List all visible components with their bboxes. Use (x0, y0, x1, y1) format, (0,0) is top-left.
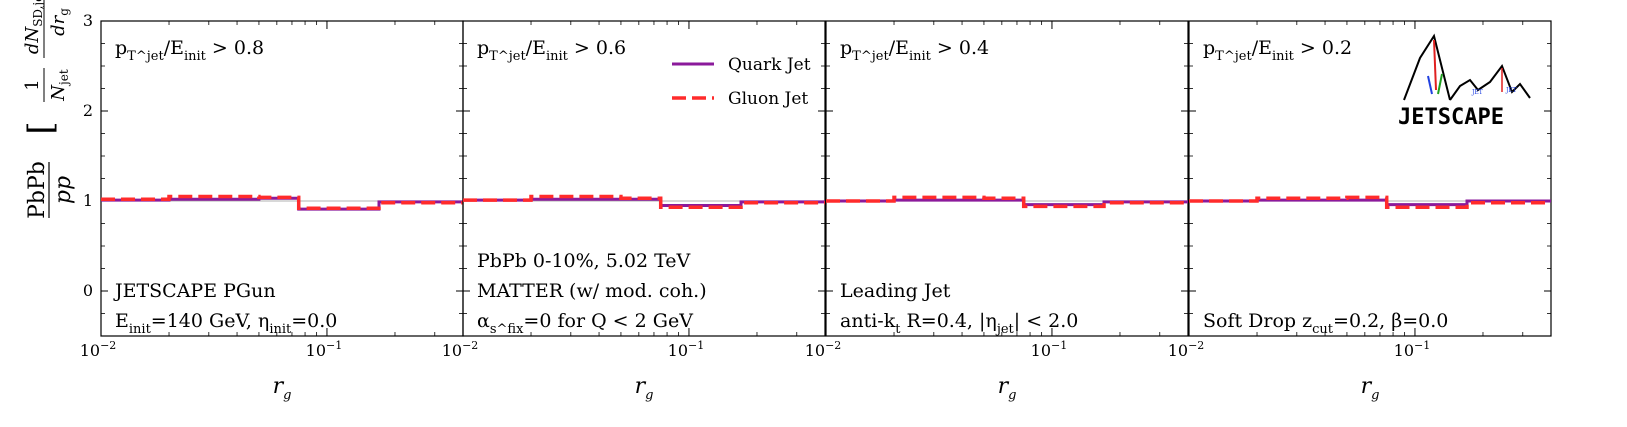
x-tick-label: 10−2 (80, 339, 117, 360)
panel-annotation: Einit=140 GeV, ηinit=0.0 (115, 310, 337, 337)
panel-annotation: Soft Drop zcut=0.2, β=0.0 (1203, 310, 1448, 337)
y-tick-label: 0 (83, 281, 93, 300)
panel-frame (1188, 20, 1552, 337)
x-tick-label: 10−1 (1394, 339, 1431, 360)
panel-annotation: αs^fix=0 for Q < 2 GeV (477, 310, 693, 337)
legend-gluon-label: Gluon Jet (728, 89, 808, 109)
y-axis-label-numerator: PbPb (25, 161, 50, 219)
x-tick-label: 10−1 (668, 339, 705, 360)
svg-text:JET: JET (1505, 87, 1517, 94)
y-axis-label: PbPb pp [ 1 Njet dNSD,jet drg ] (21, 0, 76, 219)
panel-title: pT^jet/Einit > 0.6 (477, 37, 626, 64)
gluon-jet-series (101, 194, 463, 210)
x-tick-label: 10−2 (442, 339, 479, 360)
panel-3: 10−2 10−1 pT^jet/Einit > 0.4 Leading Jet ant… (805, 20, 1189, 403)
panel-title: pT^jet/Einit > 0.2 (1203, 37, 1352, 64)
gluon-jet-series (1189, 195, 1551, 210)
panels-layer: 0 1 2 3 10−2 10−1 pT^jet/Einit > 0.8 JETSCAPE P… (80, 11, 1552, 403)
svg-text:PbPb: PbPb (25, 161, 50, 219)
panel-2: 10−2 10−1 pT^jet/Einit > 0.6 PbPb 0-10%, 5.… (442, 20, 826, 403)
panel-annotation: anti-kt R=0.4, |ηjet| < 2.0 (840, 310, 1078, 337)
gluon-jet-series (826, 195, 1188, 209)
legend: Quark Jet Gluon Jet (672, 55, 811, 109)
x-tick-label: 10−1 (306, 339, 343, 360)
panel-annotation: Leading Jet (840, 280, 951, 302)
panel-1: 0 1 2 3 10−2 10−1 pT^jet/Einit > 0.8 JETSCAPE P… (80, 11, 464, 403)
svg-text:JET: JET (1471, 89, 1483, 96)
panel-annotation: MATTER (w/ mod. coh.) (477, 280, 707, 302)
x-axis-title: rg (273, 374, 292, 403)
gluon-jet-series (463, 194, 825, 210)
legend-quark-label: Quark Jet (728, 55, 811, 75)
svg-text:Njet: Njet (48, 69, 71, 102)
x-axis-title: rg (635, 374, 654, 403)
svg-text:drg: drg (48, 8, 71, 36)
panel-title: pT^jet/Einit > 0.4 (840, 37, 989, 64)
x-tick-label: 10−2 (805, 339, 842, 360)
x-tick-label: 10−1 (1031, 339, 1068, 360)
y-tick-label: 3 (83, 11, 93, 30)
x-tick-label: 10−2 (1168, 339, 1205, 360)
panel-annotation: JETSCAPE PGun (113, 280, 276, 302)
jetscape-logo: JET JET JETSCAPE (1398, 33, 1531, 130)
x-axis-title: rg (1361, 374, 1380, 403)
x-axis-title: rg (998, 374, 1017, 403)
panel-annotation: PbPb 0-10%, 5.02 TeV (477, 250, 691, 272)
svg-text:1: 1 (22, 79, 43, 90)
y-tick-label: 1 (83, 191, 93, 210)
svg-text:[: [ (21, 121, 61, 134)
y-tick-label: 2 (83, 101, 93, 120)
svg-text:pp: pp (51, 176, 76, 204)
panel-title: pT^jet/Einit > 0.8 (115, 37, 264, 64)
logo-text: JETSCAPE (1398, 105, 1504, 130)
svg-text:dNSD,jet: dNSD,jet (22, 0, 45, 54)
